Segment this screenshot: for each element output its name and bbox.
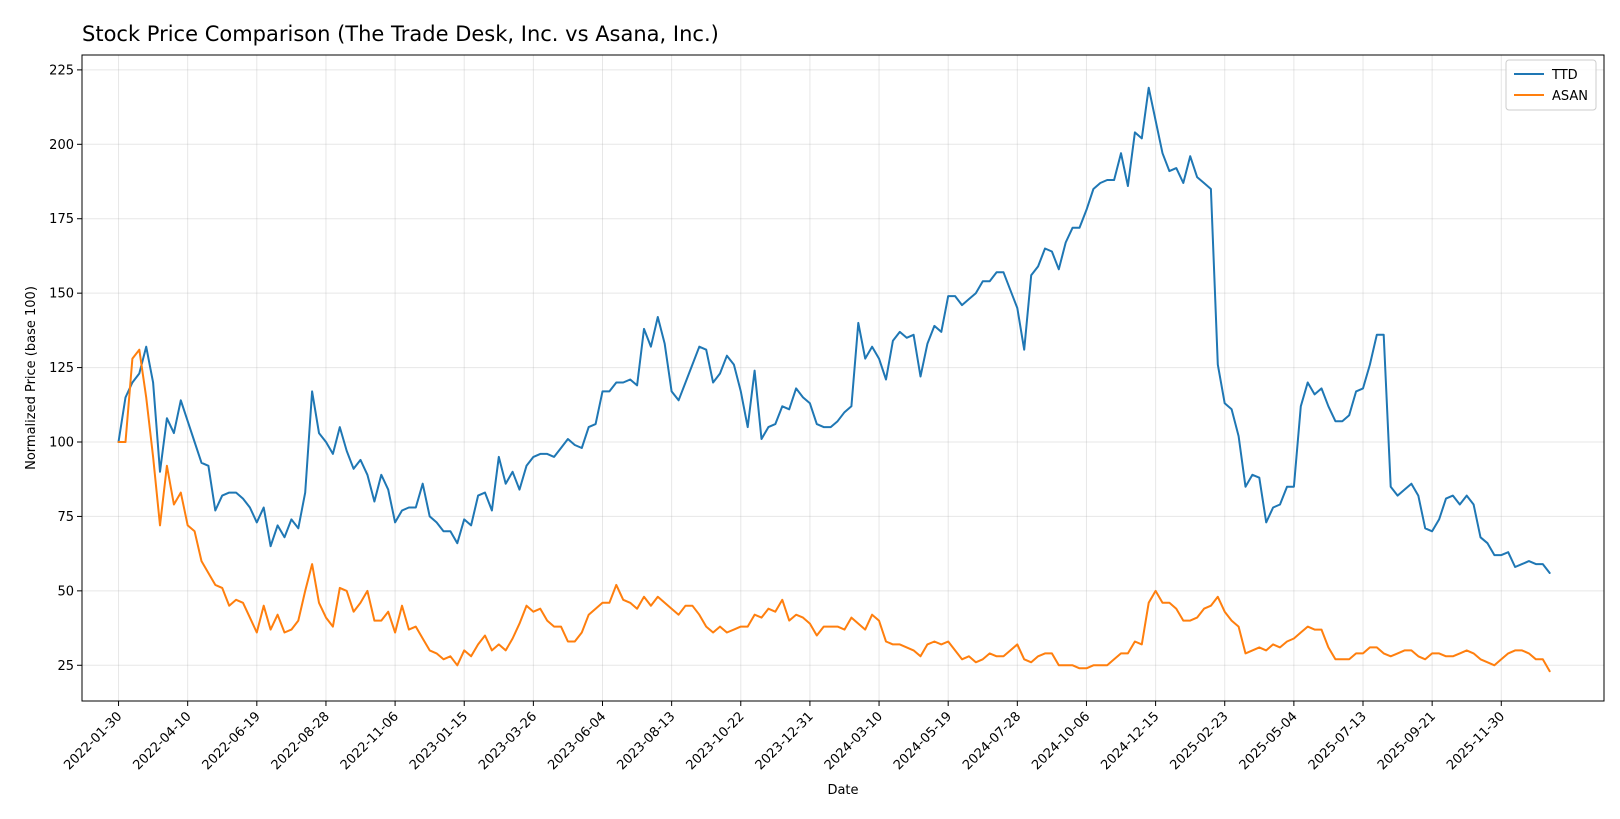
y-tick-label: 50 (57, 584, 74, 599)
x-axis-label: Date (827, 783, 858, 798)
series-line-asan (117, 348, 1551, 673)
y-tick-label: 25 (57, 659, 74, 674)
legend: TTD ASAN (1505, 59, 1597, 111)
grid (82, 55, 1604, 701)
legend-label-asan: ASAN (1552, 89, 1588, 104)
series-line-ttd (117, 86, 1551, 574)
plot-frame (81, 54, 1605, 702)
y-tick-label: 75 (57, 510, 74, 525)
chart-title: Stock Price Comparison (The Trade Desk, … (82, 22, 719, 46)
y-tick-label: 225 (49, 63, 74, 78)
legend-box (1505, 59, 1597, 111)
y-tick-label: 150 (49, 287, 74, 302)
y-tick-label: 125 (49, 361, 74, 376)
series-lines (117, 86, 1551, 673)
y-tick-label: 100 (49, 436, 74, 451)
y-tick-label: 175 (49, 212, 74, 227)
legend-label-ttd: TTD (1551, 68, 1578, 83)
y-tick-label: 200 (49, 138, 74, 153)
y-axis: 25 50 75 100 125 150 175 200 225 (49, 63, 82, 674)
y-axis-label: Normalized Price (base 100) (24, 286, 39, 470)
